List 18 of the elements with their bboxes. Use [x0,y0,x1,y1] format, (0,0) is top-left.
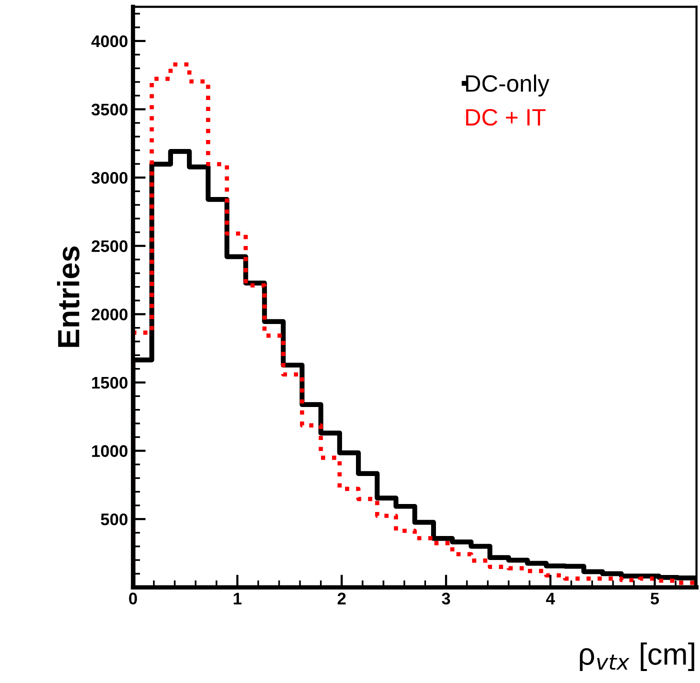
x-tick-label: 1 [234,592,242,604]
y-tick-label: 2500 [92,240,128,252]
y-tick-label: 500 [100,513,128,526]
x-tick-label: 2 [338,592,346,604]
y-tick-label: 3500 [91,104,128,116]
x-tick-label: 3 [442,592,450,605]
x-tick-label: 0 [129,592,137,604]
y-tick-label: 3000 [91,172,128,184]
x-axis-title: ρ$_{vtx}$ [cm] [580,642,694,671]
x-tick-label: 4 [546,592,555,604]
y-tick-label: 4000 [91,35,128,48]
x-tick-label: 5 [650,592,659,604]
y-tick-label: 2000 [92,308,128,320]
y-tick-label: 1500 [92,376,128,389]
y-tick-label: 1000 [92,445,128,457]
legend-label: DC-only [466,74,550,97]
legend-label: DC + IT [466,108,546,126]
y-axis-title: Entries [57,246,80,347]
